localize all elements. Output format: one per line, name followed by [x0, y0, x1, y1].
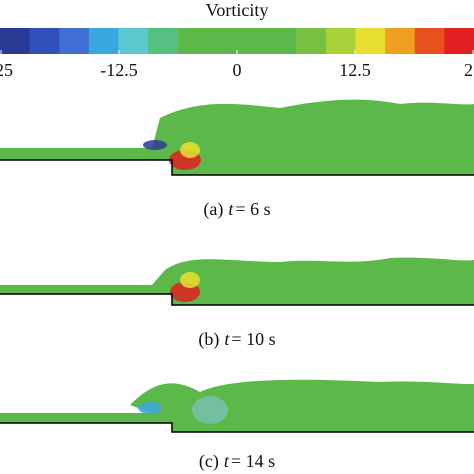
colorbar-segment [118, 28, 149, 54]
caption-label: (b) [198, 329, 219, 350]
vorticity-blob [180, 272, 200, 288]
caption-rest: = 14 s [231, 451, 275, 471]
colorbar-segment [207, 28, 238, 54]
colorbar-segment [355, 28, 386, 54]
colorbar-segment [148, 28, 179, 54]
inlet-water [0, 285, 172, 294]
colorbar-segment [177, 28, 208, 54]
vorticity-blob [138, 402, 162, 414]
colorbar-segment [88, 28, 119, 54]
flume-bed [0, 159, 474, 176]
panel-caption: (c) t = 14 s [199, 451, 275, 472]
colorbar-segment [0, 28, 31, 54]
colorbar-segment [29, 28, 60, 54]
caption-variable: t [224, 329, 230, 349]
colorbar-segment [444, 28, 474, 54]
water-body [152, 257, 474, 305]
caption-variable: t [228, 199, 234, 219]
flume-bed [0, 293, 474, 306]
colorbar-title: Vorticity [206, 0, 269, 20]
colorbar-segment [266, 28, 297, 54]
panel-caption: (a) t = 6 s [203, 199, 270, 220]
caption-label: (a) [203, 199, 223, 220]
colorbar-tick-label: -12.5 [100, 60, 138, 80]
caption-label: (c) [199, 451, 219, 472]
vorticity-blob [180, 142, 200, 158]
colorbar-segment [296, 28, 327, 54]
caption-rest: = 10 s [231, 329, 275, 349]
panel-caption: (b) t = 10 s [198, 329, 275, 350]
colorbar-tick-label: -25 [0, 60, 13, 80]
caption-variable: t [224, 451, 230, 471]
vorticity-blob [143, 140, 167, 150]
colorbar-segment [385, 28, 416, 54]
colorbar-segment [325, 28, 356, 54]
water-body [130, 379, 474, 432]
colorbar-segment [237, 28, 268, 54]
colorbar-tick-label: 12.5 [339, 60, 371, 80]
inlet-water [0, 148, 172, 160]
flume-bed [0, 422, 474, 433]
colorbar-segment [414, 28, 445, 54]
colorbar-tick-label: 25 [464, 60, 474, 80]
caption-rest: = 6 s [235, 199, 270, 219]
colorbar-tick-label: 0 [233, 60, 242, 80]
water-body [152, 99, 474, 175]
colorbar-segment [59, 28, 90, 54]
inlet-water [0, 413, 172, 423]
vorticity-blob [192, 396, 228, 424]
